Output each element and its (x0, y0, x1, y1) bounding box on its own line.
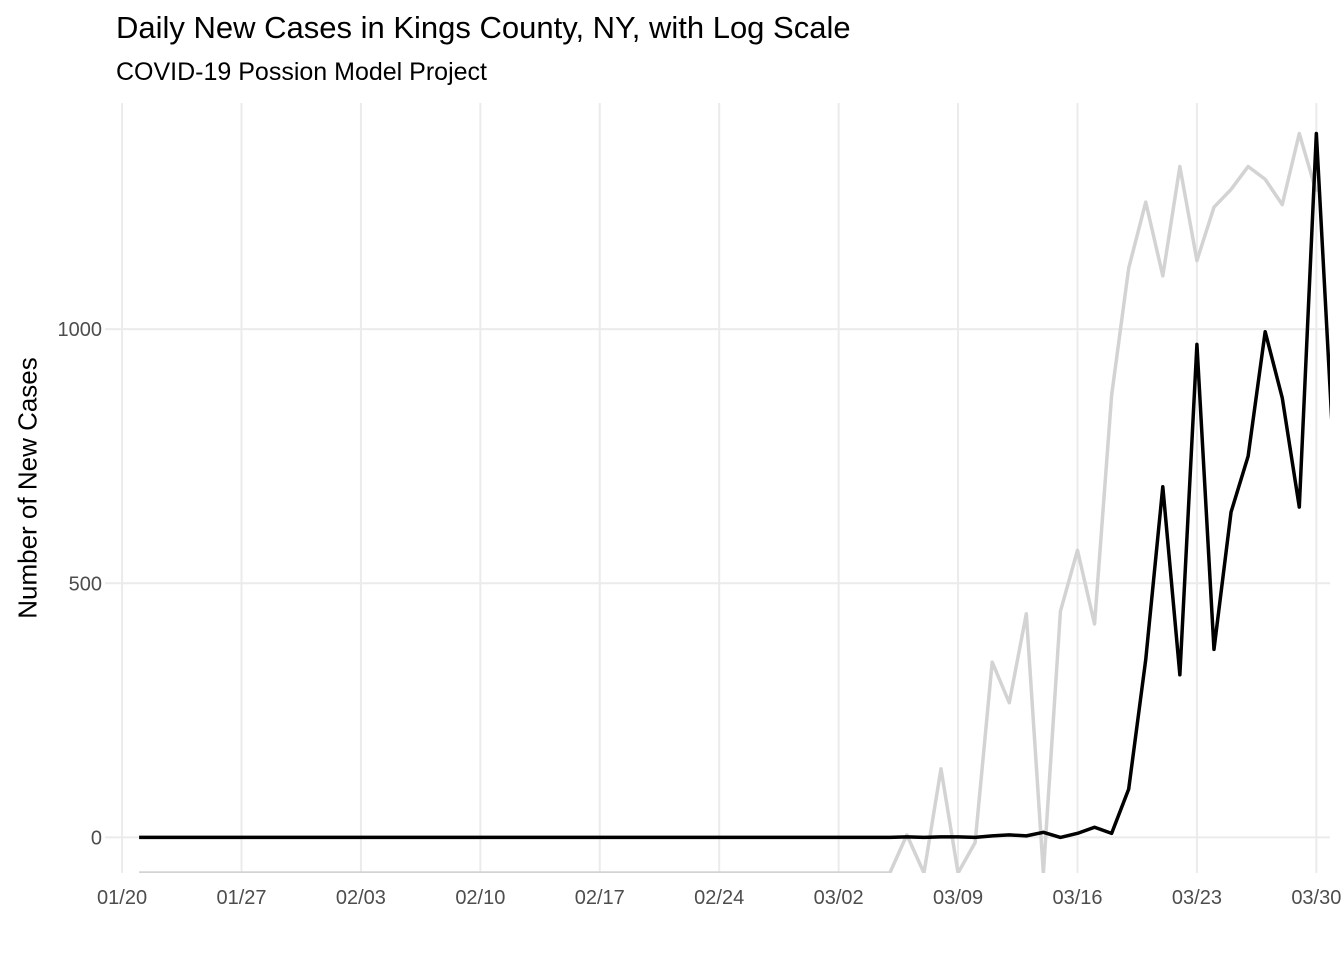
x-tick-label: 03/02 (814, 887, 864, 909)
x-tick-label: 03/09 (933, 887, 983, 909)
chart-title: Daily New Cases in Kings County, NY, wit… (116, 10, 851, 45)
x-tick-label: 02/24 (694, 887, 744, 909)
x-tick-label: 02/03 (336, 887, 386, 909)
x-tick-label: 03/23 (1172, 887, 1222, 909)
x-tick-label: 03/16 (1052, 887, 1102, 909)
x-tick-label: 01/20 (97, 887, 147, 909)
x-tick-label: 02/10 (455, 887, 505, 909)
x-tick-label: 01/27 (216, 887, 266, 909)
series-line-1 (139, 131, 1319, 873)
y-tick-label: 1000 (58, 319, 103, 341)
y-axis-ticks: 0 500 1000 (58, 319, 103, 849)
x-tick-label: 03/30 (1291, 887, 1341, 909)
gridlines (105, 103, 1330, 873)
x-tick-label: 02/17 (575, 887, 625, 909)
y-tick-label: 500 (69, 573, 102, 595)
chart-subtitle: COVID-19 Possion Model Project (116, 58, 487, 86)
x-axis-ticks: 01/20 01/27 02/03 02/10 02/17 02/24 03/02 03/09… (97, 887, 1341, 909)
y-tick-label: 0 (91, 827, 102, 849)
series-line-0 (139, 131, 1330, 840)
series-lines (139, 131, 1330, 873)
